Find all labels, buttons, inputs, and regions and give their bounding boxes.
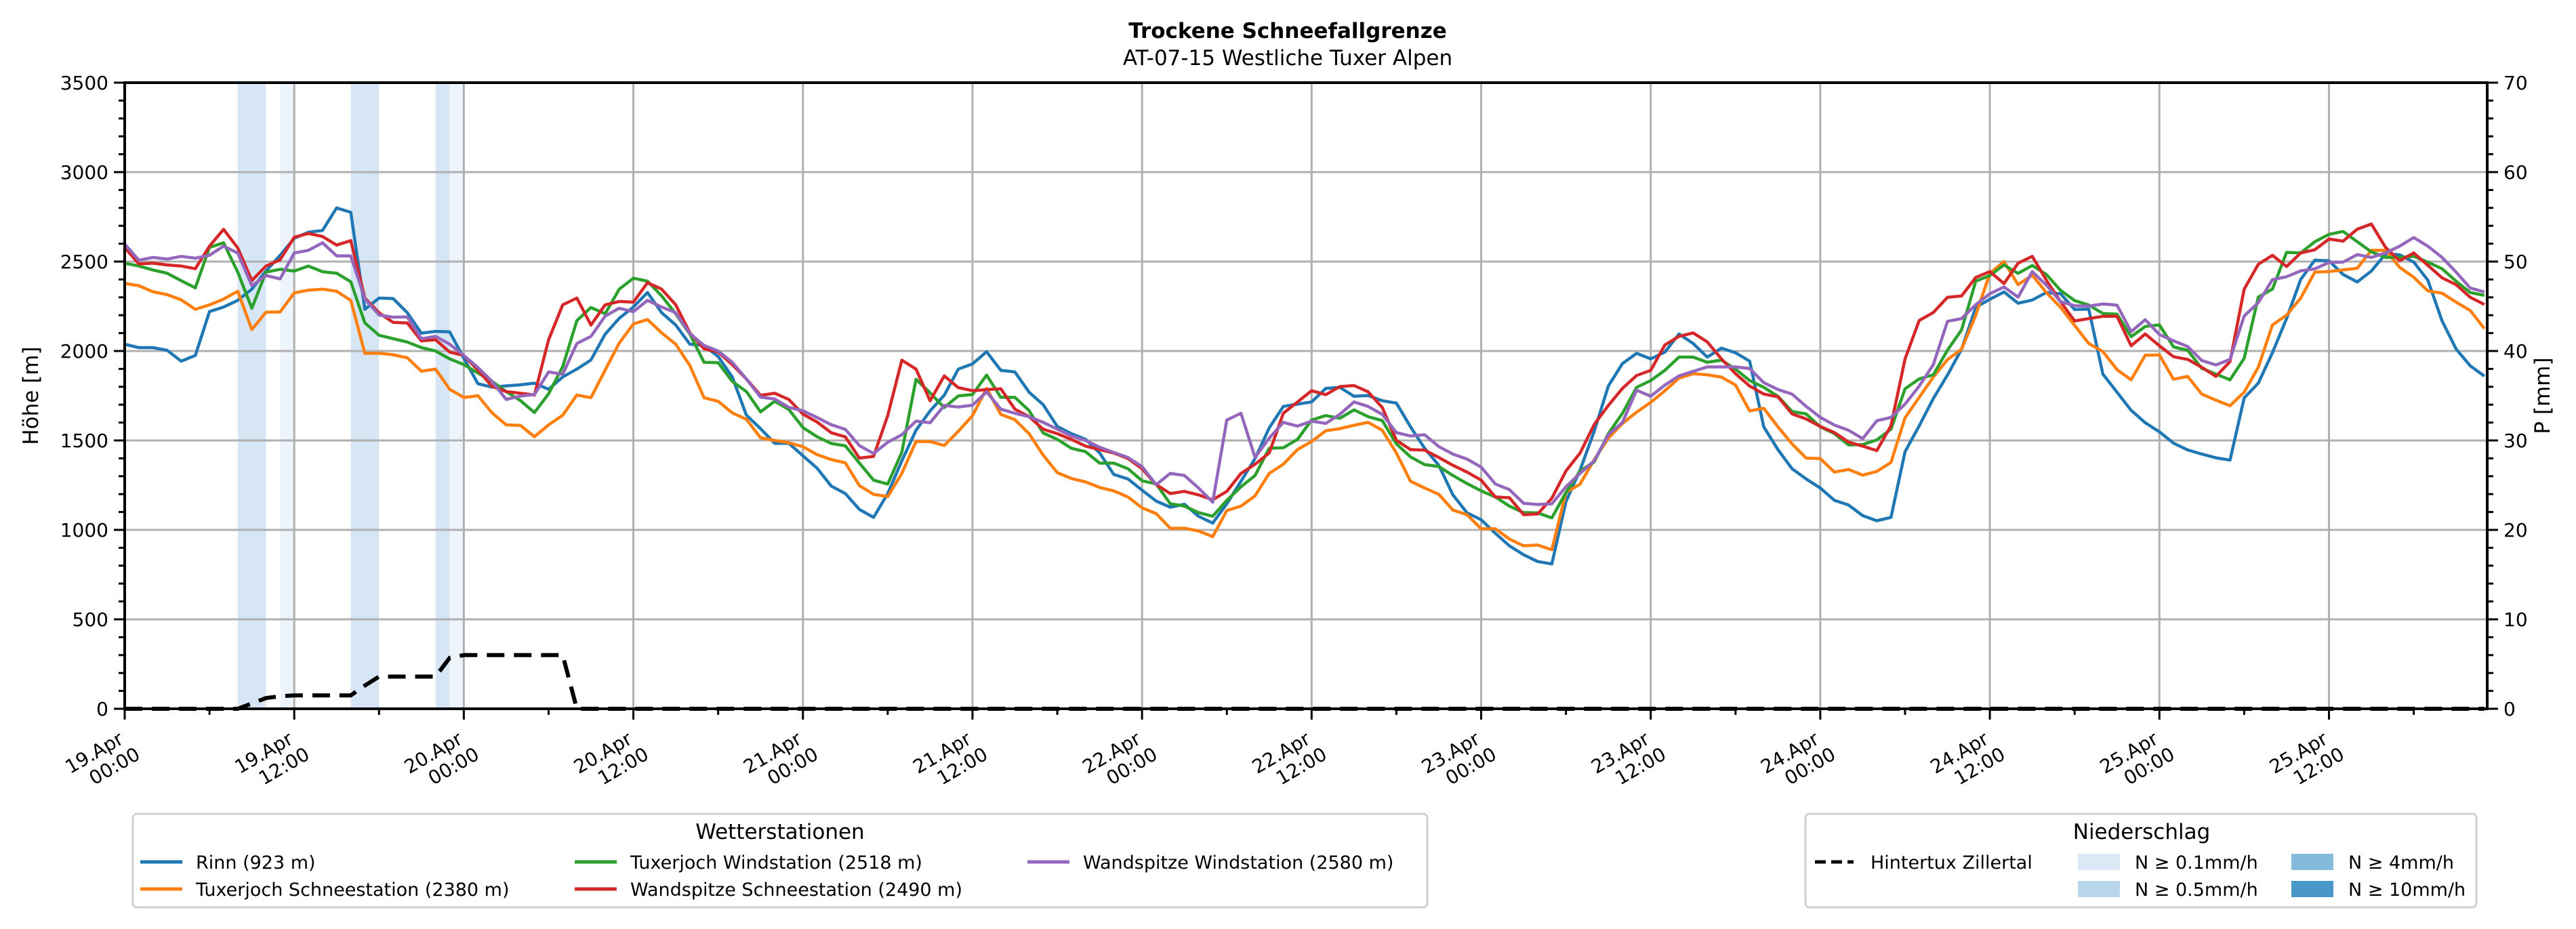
precip-band <box>280 83 295 709</box>
y-tick-label: 2000 <box>60 340 108 363</box>
y-right-tick-label: 0 <box>2503 698 2516 720</box>
y-right-tick-label: 10 <box>2503 608 2528 631</box>
series-lines <box>123 206 2486 566</box>
legend-precip: Niederschlag Hintertux Zillertal N ≥ 0.1… <box>1804 812 2478 909</box>
series-line-4 <box>123 236 2485 506</box>
series-line-2 <box>124 230 2485 520</box>
ticks: 0 500 1000 1500 2000 2500 3000 3500 0 10 20 30 40 50 6… <box>60 72 2528 789</box>
grid <box>123 81 2487 710</box>
legend-label: Rinn (923 m) <box>196 852 316 873</box>
y-right-tick-label: 70 <box>2503 72 2528 94</box>
legend-stations-title: Wetterstationen <box>695 820 864 844</box>
legend-label: Wandspitze Windstation (2580 m) <box>1083 852 1393 873</box>
y-axis-right-label: P [mm] <box>2531 357 2555 434</box>
y-right-tick-label: 50 <box>2503 251 2528 273</box>
y-tick-label: 1000 <box>60 519 108 541</box>
y-right-tick-label: 60 <box>2503 161 2528 184</box>
chart-title: Trockene Schneefallgrenze <box>1128 19 1447 43</box>
y-tick-label: 0 <box>96 698 108 720</box>
precip-band <box>237 83 266 709</box>
precip-bands <box>237 83 464 709</box>
legend-label: Tuxerjoch Schneestation (2380 m) <box>195 880 510 901</box>
y-right-tick-label: 30 <box>2503 430 2528 452</box>
y-right-tick-label: 40 <box>2503 340 2528 363</box>
y-tick-label: 2500 <box>60 251 108 273</box>
precip-band <box>350 83 380 709</box>
legend-dashed-label: Hintertux Zillertal <box>1870 852 2032 873</box>
precip-dashed-line <box>125 653 2485 711</box>
legend-stations-frame <box>131 812 1429 909</box>
legend-precip-label: N ≥ 0.1mm/h <box>2135 852 2258 873</box>
legend-label: Tuxerjoch Windstation (2518 m) <box>630 852 922 873</box>
chart-subtitle: AT-07-15 Westliche Tuxer Alpen <box>1123 46 1452 70</box>
axes <box>123 81 2489 710</box>
precip-line <box>125 653 2485 711</box>
precip-band <box>449 83 464 709</box>
precip-band <box>435 83 450 709</box>
y-tick-label: 1500 <box>60 430 108 452</box>
y-tick-label: 500 <box>73 608 108 631</box>
plot-frame <box>123 81 2489 710</box>
legend-precip-swatch <box>2078 881 2120 897</box>
y-tick-label: 3000 <box>60 161 108 184</box>
legend-precip-label: N ≥ 10mm/h <box>2348 880 2466 901</box>
y-tick-label: 3500 <box>60 72 108 94</box>
legend-precip-title: Niederschlag <box>2073 820 2211 844</box>
legend-precip-label: N ≥ 4mm/h <box>2348 852 2454 873</box>
y-axis-label: Höhe [m] <box>19 346 43 445</box>
legend-precip-swatch <box>2078 854 2120 870</box>
legend-stations: Wetterstationen Rinn (923 m) Tuxerjoch Sc… <box>131 812 1429 909</box>
series-line-0 <box>124 206 2486 566</box>
legend-precip-swatch <box>2291 881 2333 897</box>
legend-precip-label: N ≥ 0.5mm/h <box>2135 880 2258 901</box>
series-line-1 <box>124 249 2486 552</box>
legend-label: Wandspitze Schneestation (2490 m) <box>630 880 962 901</box>
series-line-3 <box>123 222 2485 516</box>
legend-precip-swatch <box>2291 854 2333 870</box>
y-right-tick-label: 20 <box>2503 519 2528 541</box>
